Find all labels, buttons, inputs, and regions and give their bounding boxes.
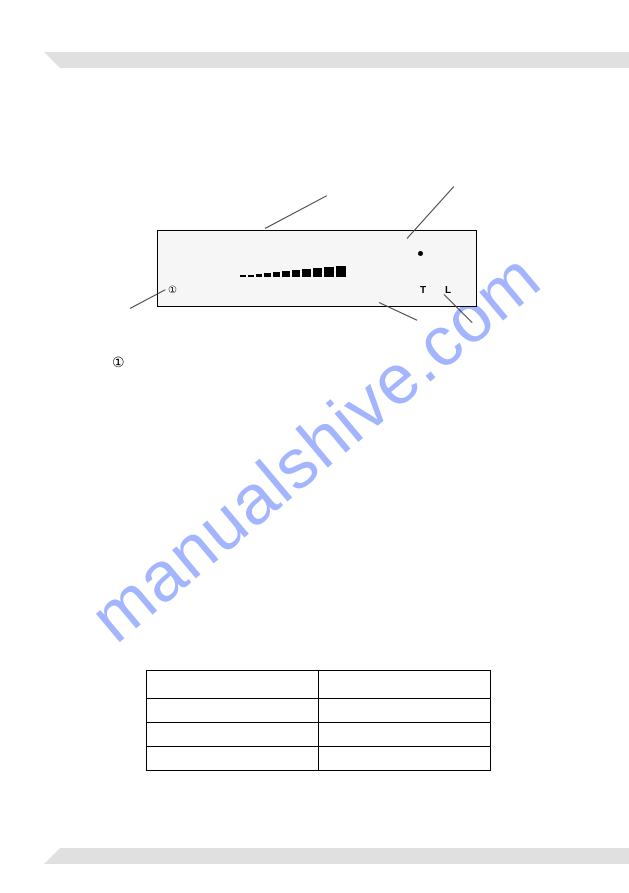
ramp-bar [273,272,280,277]
ramp-bar [256,274,262,277]
volume-ramp [240,263,370,283]
spec-table [146,670,491,771]
ramp-bar [248,275,254,277]
top-decorative-band [60,52,629,68]
table-cell [319,671,491,699]
table [146,670,491,771]
power-symbol: ① [168,285,177,296]
table-row [147,671,491,699]
table-cell [147,699,319,723]
table-cell [319,723,491,747]
panel-diagram: ① T L ① [0,178,629,378]
table-cell [147,671,319,699]
ramp-bar [282,271,290,277]
ramp-bar [240,275,246,277]
l-label: L [445,285,451,296]
ramp-bar [292,270,300,277]
t-label: T [420,285,426,296]
ramp-bar [336,266,346,277]
table-cell [319,699,491,723]
ramp-bar [313,268,322,277]
ramp-bar [264,273,271,277]
table-row [147,723,491,747]
table-row [147,747,491,771]
table-body [147,671,491,771]
legend-power-glyph: ① [112,354,125,371]
leader-line [265,195,327,229]
control-panel-outline: ① T L [157,230,477,307]
bottom-decorative-band [60,848,629,864]
ramp-bar [324,267,334,277]
table-row [147,699,491,723]
table-cell [147,723,319,747]
table-cell [319,747,491,771]
table-cell [147,747,319,771]
ramp-bar [302,269,311,277]
indicator-dot [418,251,423,256]
